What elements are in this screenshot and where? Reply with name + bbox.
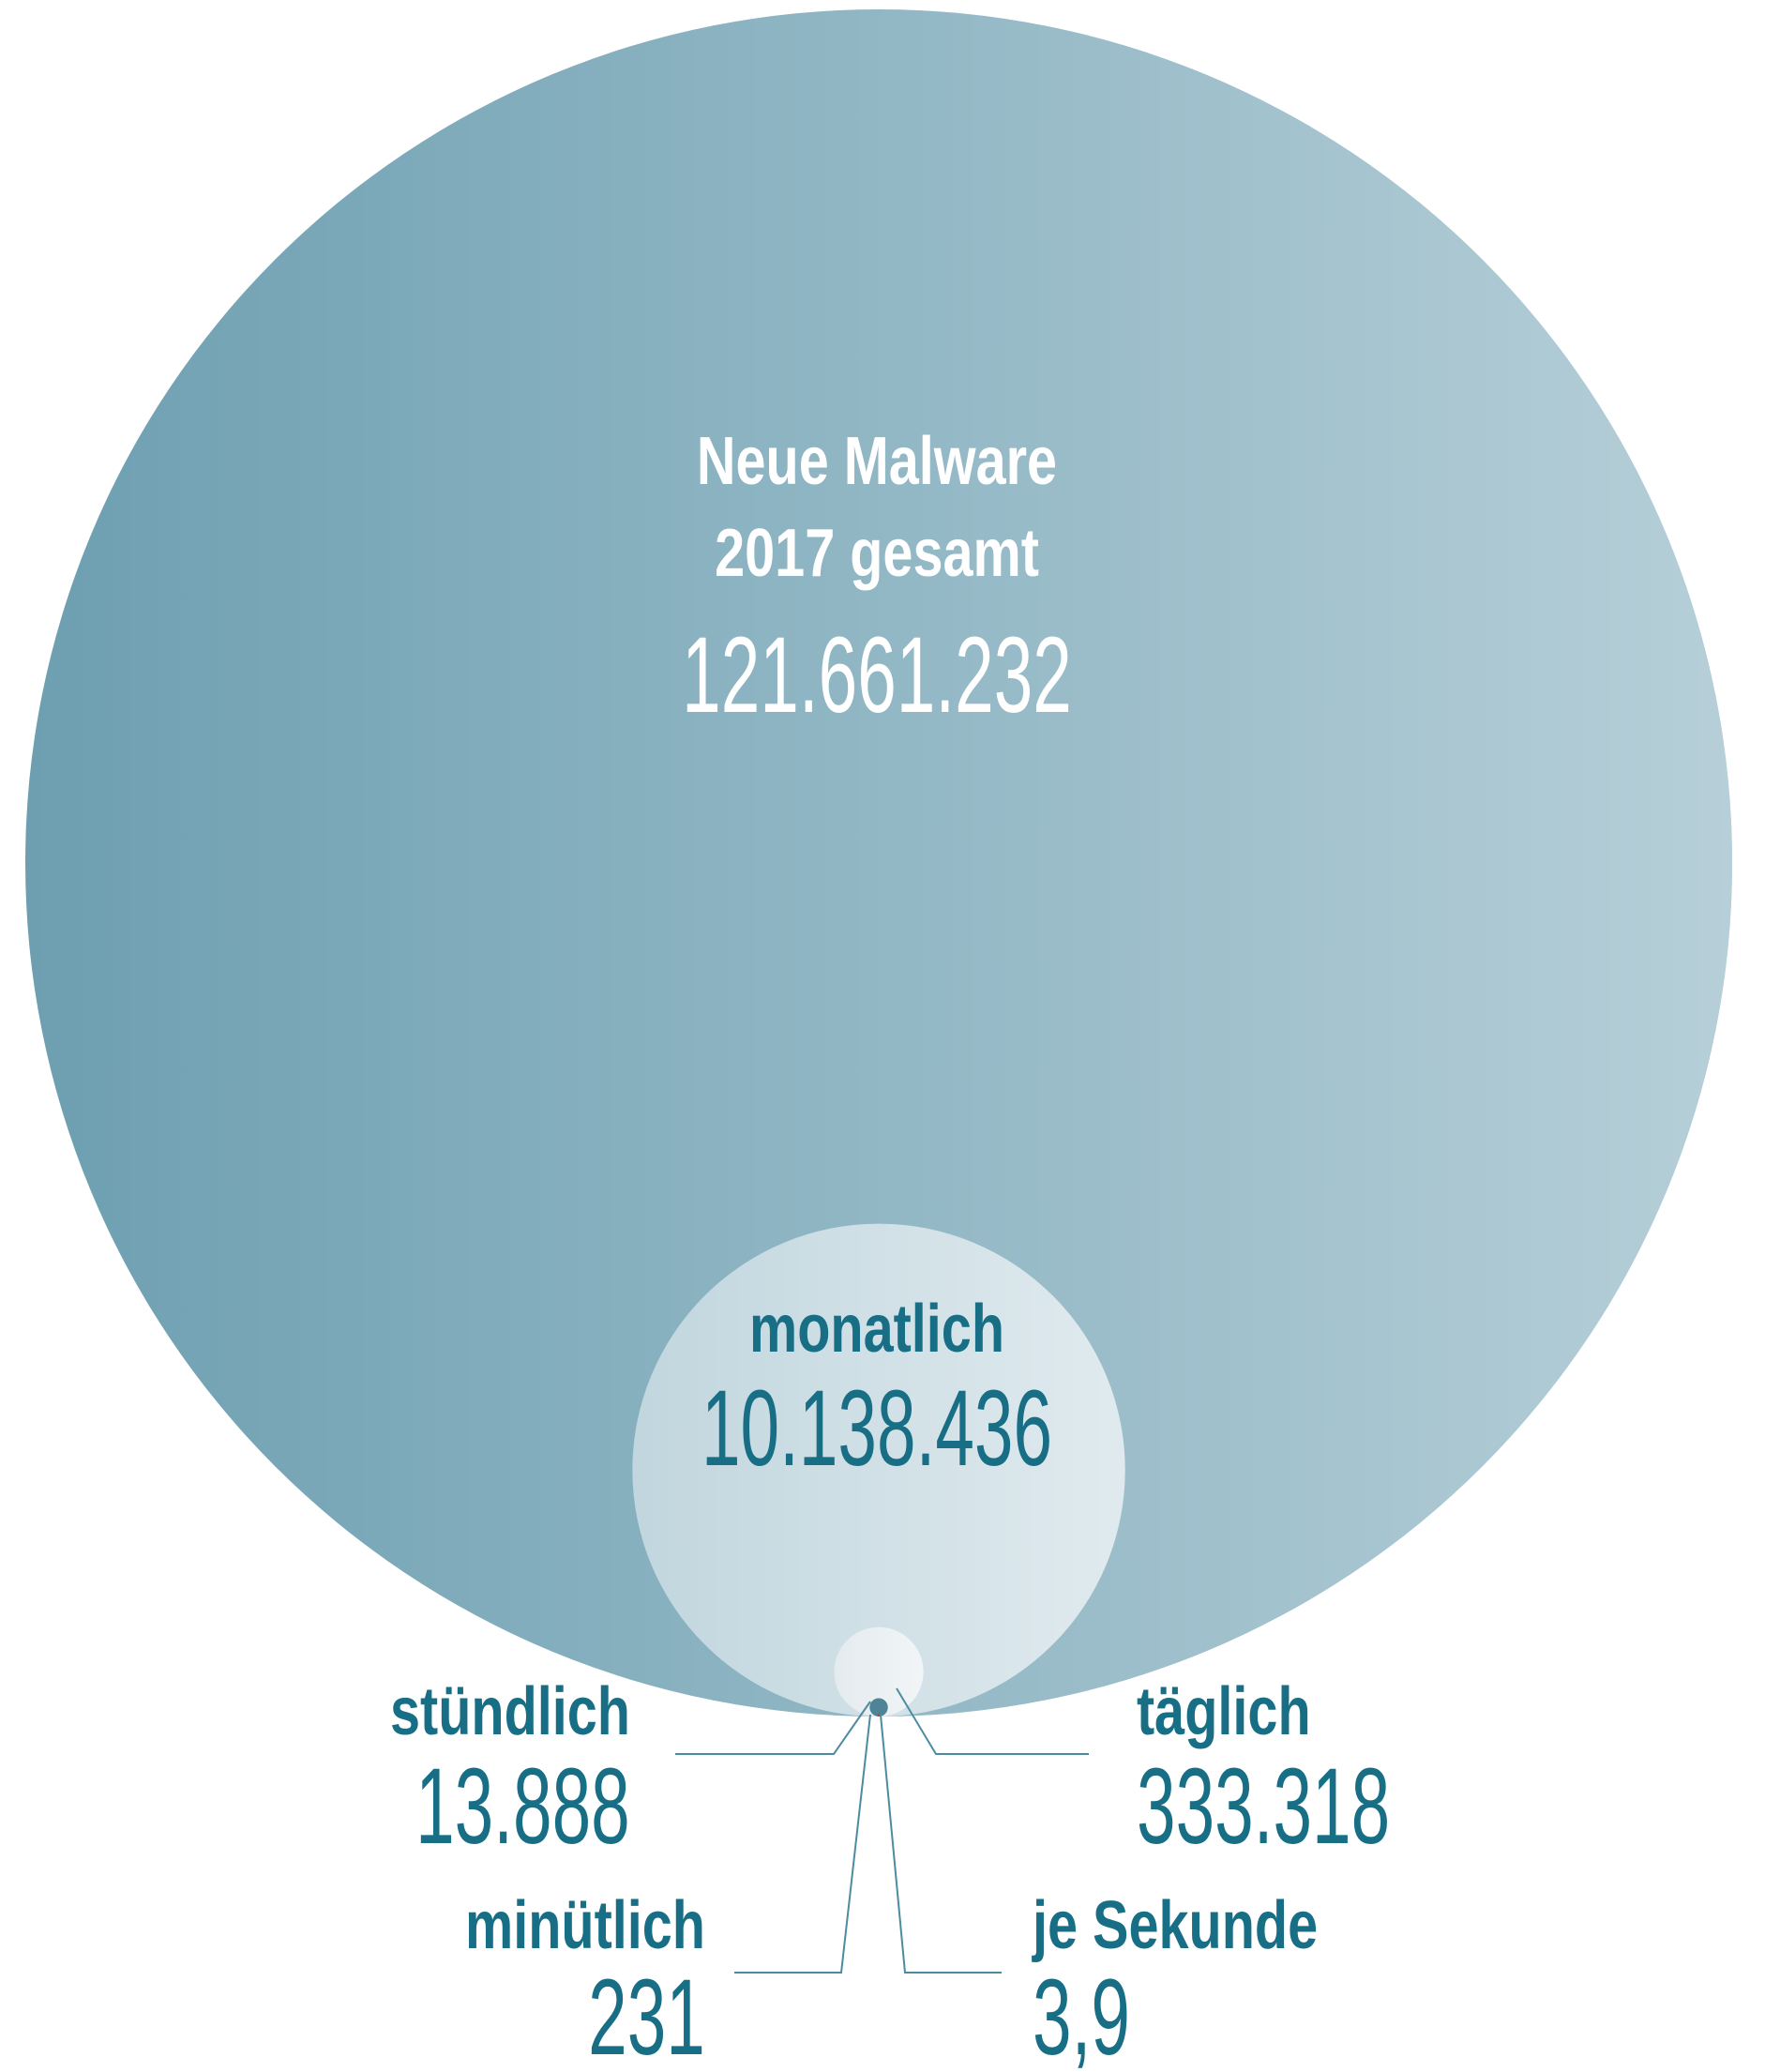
leader-line — [880, 1714, 1002, 1974]
category-label: minütlich — [465, 1888, 705, 1963]
leader-line — [896, 1687, 1089, 1755]
bubbles — [25, 9, 1732, 1717]
bubble-sheen — [632, 1223, 1125, 1717]
category-label: Neue Malware 2017 gesamt — [696, 424, 1058, 591]
value-label: 333.318 — [1137, 1747, 1391, 1867]
value-label: 121.661.232 — [682, 615, 1072, 735]
bubble — [877, 1714, 881, 1717]
value-label: 13.888 — [415, 1747, 630, 1867]
category-label: je Sekunde — [1033, 1888, 1319, 1963]
leader-lines — [675, 1687, 1089, 1974]
value-label: 10.138.436 — [701, 1369, 1053, 1489]
category-label: stündlich — [390, 1674, 630, 1749]
bubble — [869, 1698, 888, 1717]
value-label: 231 — [588, 1958, 705, 2072]
leader-line — [734, 1714, 871, 1974]
leader-line — [675, 1701, 871, 1755]
value-label: 3,9 — [1033, 1958, 1130, 2072]
category-label: monatlich — [748, 1292, 1005, 1367]
bubble-sheen — [25, 9, 1732, 1717]
category-label: täglich — [1137, 1674, 1311, 1749]
